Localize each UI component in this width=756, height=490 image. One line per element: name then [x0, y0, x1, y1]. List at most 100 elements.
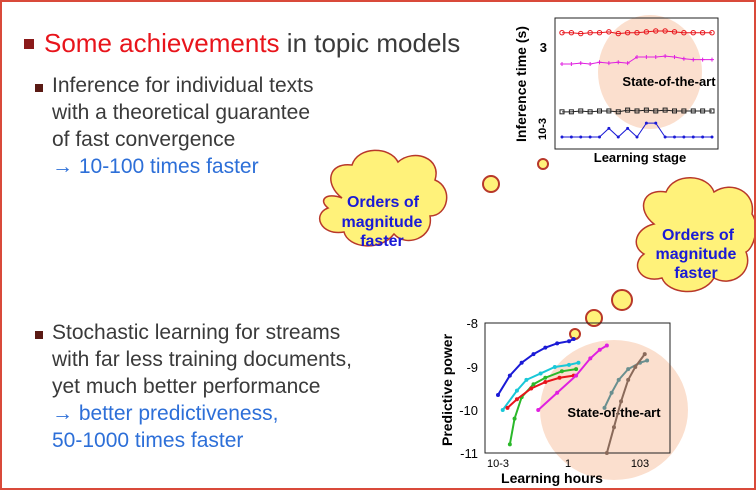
chart-2-series-line	[497, 338, 575, 396]
chart-1-series-group	[559, 28, 715, 139]
chart-2-point	[507, 442, 512, 447]
chart-1-point	[559, 109, 565, 115]
chart-2-series-group	[496, 337, 650, 455]
chart-2-point	[555, 390, 560, 395]
chart-2-point	[588, 356, 593, 361]
chart-1-point	[624, 29, 631, 36]
chart-1-ytick: 10-3	[537, 118, 549, 140]
point-1-bullet	[35, 84, 43, 92]
chart-2-ytick: -11	[460, 446, 478, 461]
chart-2-point	[633, 365, 638, 369]
predictive-power-chart: State-of-the-art -8 -9 -10 -11 10-3 1 10…	[439, 316, 688, 486]
chart-1-point	[587, 109, 593, 115]
title-bullet	[24, 39, 34, 49]
point-1-line: of fast convergence	[52, 128, 236, 151]
chart-1-point	[653, 55, 658, 60]
chart-1-point	[569, 135, 573, 139]
chart-1-ylabel: Inference time (s)	[513, 26, 529, 142]
chart-1-point	[644, 55, 649, 60]
chart-2-point	[555, 341, 560, 346]
chart-1-point	[681, 56, 686, 61]
chart-1-point	[644, 121, 648, 125]
chart-2-frame	[484, 322, 671, 454]
chart-1-point	[662, 107, 668, 113]
chart-1-point	[606, 108, 612, 114]
thought-dot	[537, 158, 549, 170]
chart-1-ytick: 3	[540, 40, 547, 55]
point-2-line: Stochastic learning for streams	[52, 321, 341, 344]
chart-1-point	[625, 107, 631, 113]
chart-1-point	[691, 135, 695, 139]
chart-1-point	[578, 61, 583, 66]
chart-1-point	[560, 135, 564, 139]
point-1-line: with a theoretical guarantee	[52, 101, 310, 124]
chart-2-ytick: -10	[459, 403, 478, 418]
chart-2-point	[611, 425, 616, 430]
point-2: Stochastic learning for streams with far…	[52, 319, 352, 454]
chart-1-series-line	[562, 109, 712, 113]
chart-1-point	[690, 29, 696, 36]
chart-1-point	[560, 62, 564, 66]
chart-1-point	[598, 135, 601, 139]
chart-1-point	[690, 108, 696, 114]
chart-1-point	[671, 29, 678, 35]
chart-1-point	[634, 29, 640, 36]
cloud-1: Orders of magnitude faster	[318, 149, 448, 250]
chart-1-point	[635, 135, 639, 139]
chart-1-point	[615, 30, 621, 37]
thought-dot	[569, 328, 581, 340]
chart-1-xlabel: Learning stage	[594, 150, 686, 165]
chart-2-point	[531, 382, 536, 387]
chart-1-point	[691, 57, 696, 62]
cloud-1-line: Orders of	[347, 194, 420, 211]
cloud-2-line: faster	[674, 265, 718, 282]
chart-1-point	[597, 60, 602, 65]
point-2-result: 50-1000 times faster	[52, 429, 244, 452]
chart-1-point	[607, 126, 611, 130]
chart-1-point	[709, 29, 715, 36]
chart-2-point	[505, 405, 510, 410]
chart-1-point	[710, 135, 714, 139]
chart-1-point	[606, 29, 612, 35]
chart-2-point	[543, 345, 548, 350]
chart-2-point	[574, 373, 579, 378]
chart-2-series-line	[506, 374, 574, 409]
chart-2-point	[626, 367, 631, 372]
chart-2-ytick: -8	[466, 316, 478, 331]
chart-1-point	[616, 60, 621, 65]
chart-2-point	[597, 347, 602, 352]
chart-2-point	[571, 337, 576, 342]
chart-2-ylabel: Predictive power	[439, 333, 455, 446]
chart-1-point	[672, 55, 677, 60]
chart-2-point	[559, 369, 564, 374]
chart-2-point	[514, 397, 519, 402]
chart-1-point	[626, 126, 630, 130]
chart-2-point	[552, 365, 557, 369]
chart-1-annotation: State-of-the-art	[622, 74, 716, 89]
chart-2-point	[524, 377, 529, 382]
chart-1-point	[568, 109, 574, 115]
chart-1-point	[672, 108, 677, 114]
chart-2-point	[567, 339, 571, 344]
chart-2-point	[543, 380, 548, 385]
chart-2-point	[567, 362, 571, 367]
chart-1-point	[578, 30, 584, 37]
title-suffix: in topic models	[279, 28, 461, 58]
chart-1-point	[663, 54, 668, 59]
chart-1-point	[635, 55, 639, 60]
chart-1-point	[568, 29, 575, 36]
chart-1-point	[588, 62, 593, 66]
cloud-1-line: faster	[360, 233, 404, 250]
cloud-2: Orders of magnitude faster	[635, 177, 754, 293]
chart-2-point	[514, 388, 519, 393]
chart-1-point	[634, 108, 640, 114]
chart-2-xlabel: Learning hours	[501, 470, 603, 486]
chart-1-point	[699, 29, 706, 36]
chart-1-point	[625, 61, 630, 66]
chart-1-point	[597, 108, 602, 114]
chart-2-point	[536, 408, 541, 412]
chart-1-point	[663, 135, 667, 139]
chart-1-point	[681, 108, 687, 114]
chart-2-xtick: 10-3	[487, 458, 509, 470]
